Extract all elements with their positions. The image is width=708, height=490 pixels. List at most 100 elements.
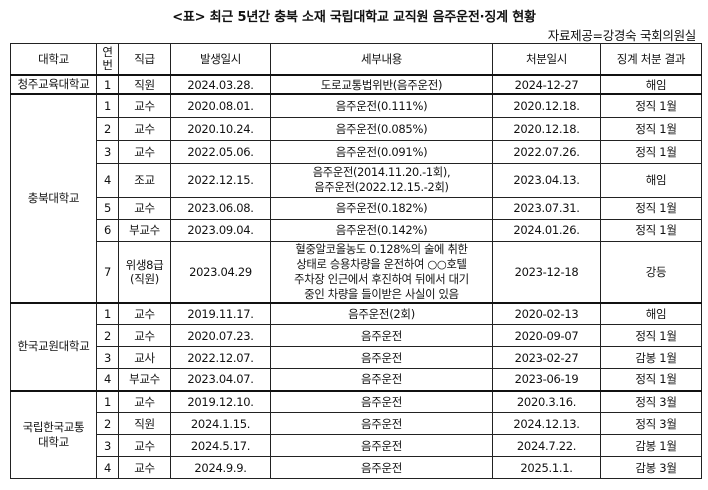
action-date: 2024.01.26.: [492, 218, 601, 242]
rank-cell: 교수: [118, 139, 171, 164]
header-number-text: 연번: [102, 45, 113, 72]
row-number: 1: [96, 389, 119, 413]
action-date: 2023-02-27: [492, 346, 601, 369]
table-row: 3 교사 2022.12.07. 음주운전 2023-02-27 감봉 1월: [11, 346, 702, 369]
result-cell: 정직 1월: [600, 139, 702, 164]
table-row: 4 교수 2024.9.9. 음주운전 2025.1.1. 감봉 3월: [11, 456, 702, 479]
row-number: 3: [96, 434, 119, 457]
rank-cell: 위생8급 (직원): [118, 240, 171, 303]
action-date: 2020-09-07: [492, 324, 601, 347]
result-cell: 정직 3월: [600, 389, 702, 413]
rank-cell: 교수: [118, 389, 171, 413]
table-row: 한국교원대학교 1 교수 2019.11.17. 음주운전(2회) 2020-02-13 해…: [10, 301, 702, 391]
table-row: 4 부교수 2023.04.07. 음주운전 2023-06-19 정직 1월: [11, 368, 702, 391]
action-date: 2023-06-19: [492, 368, 601, 391]
incident-date: 2020.07.23.: [170, 324, 271, 347]
row-number: 6: [96, 218, 119, 242]
result-cell: 강등: [600, 240, 702, 303]
table-row: 6 부교수 2023.09.04. 음주운전(0.142%) 2024.01.26. 정직…: [11, 218, 702, 242]
discipline-table: 대학교 연번 직급 발생일시 세부내용 처분일시 징계 처분 결과 청주교육대학…: [10, 43, 702, 479]
action-date: 2022.07.26.: [492, 139, 601, 164]
header-university: 대학교: [10, 43, 97, 76]
row-number: 1: [96, 301, 119, 325]
incident-date: 2022.05.06.: [170, 139, 271, 164]
row-number: 3: [96, 139, 119, 164]
action-date: 2023.04.13.: [492, 162, 601, 198]
result-cell: 정직 1월: [600, 116, 702, 141]
result-cell: 정직 1월: [600, 368, 702, 391]
result-cell: 정직 1월: [600, 93, 702, 118]
result-cell: 해임: [600, 74, 702, 95]
action-date: 2023-12-18: [492, 240, 601, 303]
detail-cell: 음주운전(0.085%): [270, 116, 493, 141]
university-name: 국립한국교통 대학교: [10, 389, 97, 479]
incident-date: 2020.10.24.: [170, 116, 271, 141]
detail-cell: 음주운전(2014.11.20.-1회), 음주운전(2022.12.15.-2…: [270, 162, 493, 198]
table-title: <표> 최근 5년간 충북 소재 국립대학교 교직원 음주운전·징계 현황: [172, 10, 536, 25]
incident-date: 2023.09.04.: [170, 218, 271, 242]
header-action-date: 처분일시: [492, 43, 601, 76]
rank-cell: 교수: [118, 301, 171, 325]
incident-date: 2022.12.07.: [170, 346, 271, 369]
university-name: 한국교원대학교: [10, 301, 97, 391]
table-row: 4 조교 2022.12.15. 음주운전(2014.11.20.-1회), 음주운전…: [11, 162, 702, 198]
row-number: 5: [96, 196, 119, 220]
incident-date: 2024.5.17.: [170, 434, 271, 457]
source-credit: 자료제공=강경숙 국회의원실: [547, 28, 697, 43]
rank-cell: 교수: [118, 93, 171, 118]
table-row: 충북대학교 1 교수 2020.08.01. 음주운전(0.111%) 2020.12.1…: [10, 93, 702, 303]
table-row: 3 교수 2022.05.06. 음주운전(0.091%) 2022.07.26. 정직 …: [11, 139, 702, 164]
action-date: 2020.12.18.: [492, 93, 601, 118]
incident-date: 2020.08.01.: [170, 93, 271, 118]
action-date: 2024.12.13.: [492, 412, 601, 435]
row-number: 3: [96, 346, 119, 369]
action-date: 2020.12.18.: [492, 116, 601, 141]
rank-cell: 부교수: [118, 218, 171, 242]
row-number: 2: [96, 412, 119, 435]
row-number: 4: [96, 162, 119, 198]
table-row: 국립한국교통 대학교 1 교수 2019.12.10. 음주운전 2020.3.16. 정직…: [10, 389, 702, 479]
table-header: 대학교 연번 직급 발생일시 세부내용 처분일시 징계 처분 결과: [10, 43, 702, 76]
header-date: 발생일시: [170, 43, 271, 76]
result-cell: 해임: [600, 162, 702, 198]
result-cell: 해임: [600, 301, 702, 325]
detail-cell: 음주운전(0.111%): [270, 93, 493, 118]
table-row: 2 직원 2024.1.15. 음주운전 2024.12.13. 정직 3월: [11, 412, 702, 435]
header-number: 연번: [96, 43, 119, 76]
rank-cell: 교수: [118, 196, 171, 220]
incident-date: 2023.04.29: [170, 240, 271, 303]
row-number: 2: [96, 324, 119, 347]
action-date: 2024-12-27: [492, 74, 601, 95]
result-cell: 정직 3월: [600, 412, 702, 435]
detail-cell: 음주운전: [270, 324, 493, 347]
table-row: 5 교수 2023.06.08. 음주운전(0.182%) 2023.07.31. 정직 …: [11, 196, 702, 220]
incident-date: 2023.04.07.: [170, 368, 271, 391]
table-body: 청주교육대학교 1 직원 2024.03.28. 도로교통법위반(음주운전) 2024-1…: [10, 74, 702, 479]
rank-cell: 직원: [118, 412, 171, 435]
university-name: 충북대학교: [10, 93, 97, 303]
row-number: 7: [96, 240, 119, 303]
result-cell: 감봉 1월: [600, 434, 702, 457]
action-date: 2020-02-13: [492, 301, 601, 325]
action-date: 2024.7.22.: [492, 434, 601, 457]
detail-cell: 도로교통법위반(음주운전): [270, 74, 493, 95]
result-cell: 정직 1월: [600, 196, 702, 220]
rank-cell: 교사: [118, 346, 171, 369]
rank-cell: 교수: [118, 116, 171, 141]
detail-cell: 음주운전: [270, 434, 493, 457]
rank-cell: 직원: [118, 74, 171, 95]
table-row: 2 교수 2020.10.24. 음주운전(0.085%) 2020.12.18. 정직 …: [11, 116, 702, 141]
detail-cell: 음주운전: [270, 346, 493, 369]
header-row: 대학교 연번 직급 발생일시 세부내용 처분일시 징계 처분 결과: [10, 43, 702, 76]
result-cell: 감봉 1월: [600, 346, 702, 369]
header-result: 징계 처분 결과: [600, 43, 702, 76]
detail-cell: 음주운전(0.182%): [270, 196, 493, 220]
detail-cell: 음주운전(0.091%): [270, 139, 493, 164]
row-number: 1: [96, 93, 119, 118]
rank-cell: 교수: [118, 434, 171, 457]
action-date: 2020.3.16.: [492, 389, 601, 413]
header-rank: 직급: [118, 43, 171, 76]
row-number: 1: [96, 74, 119, 95]
row-number: 2: [96, 116, 119, 141]
result-cell: 정직 1월: [600, 218, 702, 242]
